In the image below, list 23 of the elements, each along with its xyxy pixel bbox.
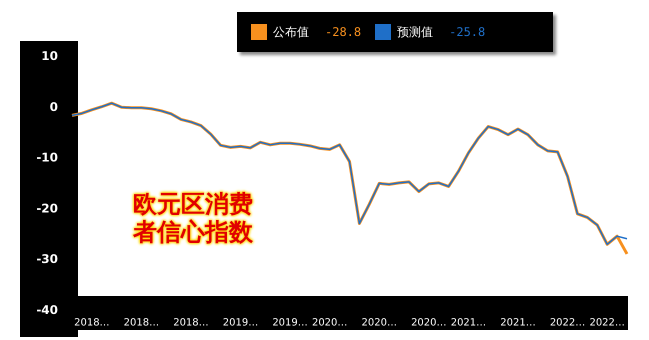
x-tick-label: 2019… <box>272 317 308 328</box>
text: -25.8 <box>449 25 486 39</box>
text: 欧元区消费者信心指数 <box>132 190 254 246</box>
legend-label: 预测值 <box>397 24 434 40</box>
x-tick-label: 2019… <box>222 317 258 328</box>
x-tick-label: 2020… <box>362 317 397 328</box>
text: -28.8 <box>325 25 362 39</box>
x-tick-label: 2022… <box>550 317 586 328</box>
x-tick-label: 2020… <box>312 317 348 328</box>
y-tick-label: -20 <box>36 201 58 216</box>
y-tick-label: -30 <box>36 252 58 266</box>
y-tick-label: 10 <box>41 49 58 64</box>
x-tick-label: 2018… <box>173 317 209 328</box>
x-tick-label: 2022… <box>589 317 625 328</box>
x-tick-label: 2021… <box>450 317 486 328</box>
legend-label: 公布值 <box>273 24 309 40</box>
y-tick-label: -10 <box>36 150 58 165</box>
x-tick-label: 2018… <box>124 317 160 328</box>
x-tick-label: 2018… <box>74 317 110 328</box>
x-tick-label: 2021… <box>500 317 536 328</box>
y-tick-label: -40 <box>36 302 58 317</box>
x-tick-label: 2020… <box>411 317 447 328</box>
y-tick-label: 0 <box>50 100 58 114</box>
